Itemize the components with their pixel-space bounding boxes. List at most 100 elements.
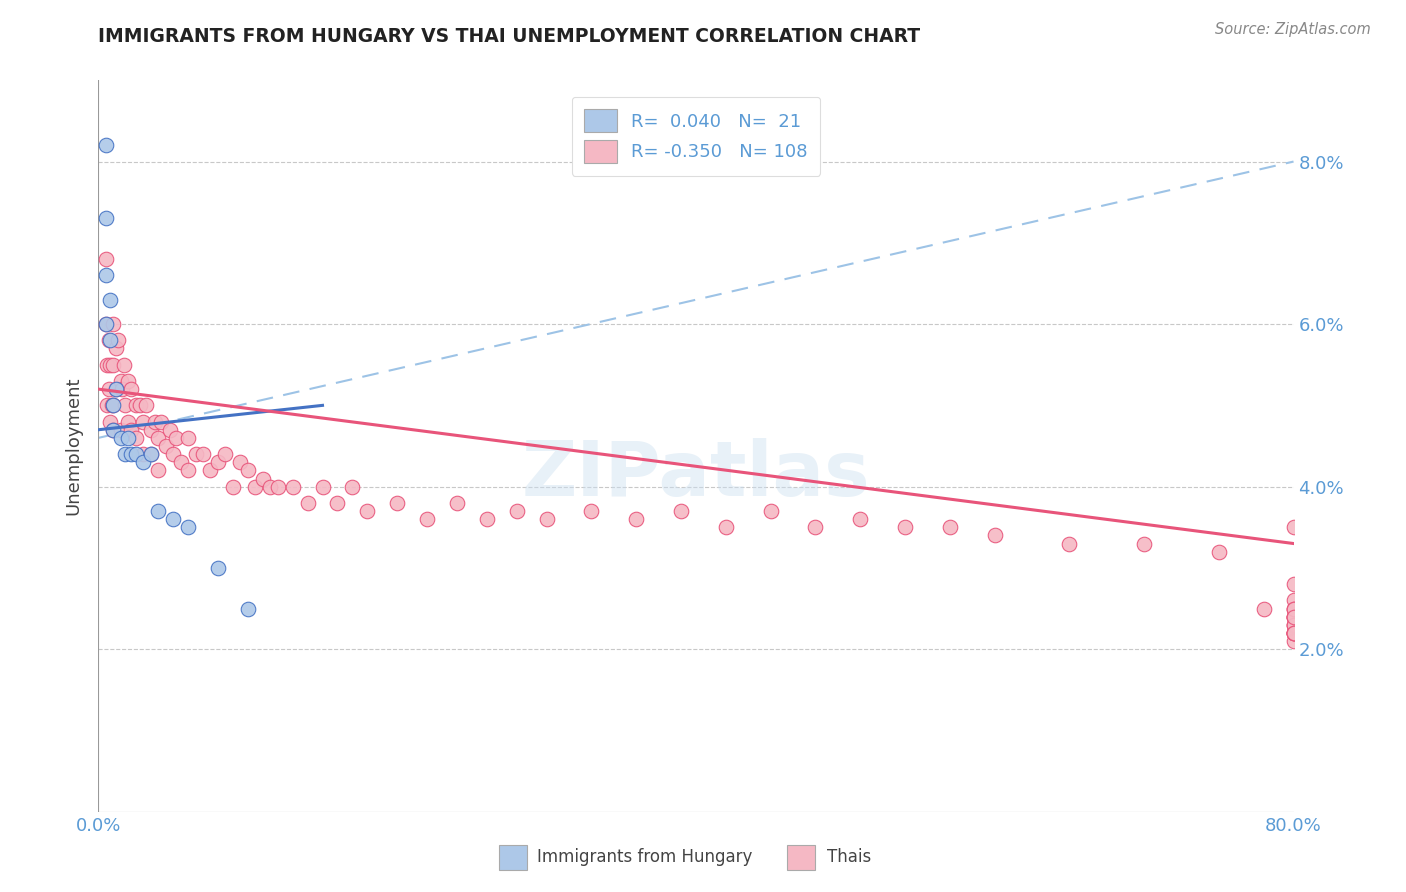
Point	[356, 504, 378, 518]
Point	[125, 431, 148, 445]
Point	[97, 382, 120, 396]
Point	[94, 252, 117, 266]
Point	[626, 512, 648, 526]
Point	[148, 504, 170, 518]
Point	[132, 455, 155, 469]
Point	[177, 520, 200, 534]
Point	[1282, 601, 1305, 615]
Point	[1282, 601, 1305, 615]
Point	[939, 520, 962, 534]
Point	[252, 471, 274, 485]
Point	[236, 601, 259, 615]
Point	[311, 480, 333, 494]
Point	[110, 374, 132, 388]
Point	[120, 423, 142, 437]
Point	[214, 447, 236, 461]
Point	[326, 496, 349, 510]
Point	[117, 415, 139, 429]
Point	[94, 138, 117, 153]
Point	[135, 398, 157, 412]
Point	[506, 504, 529, 518]
Point	[103, 398, 125, 412]
Point	[111, 382, 134, 396]
Y-axis label: Unemployment: Unemployment	[65, 376, 83, 516]
Point	[416, 512, 439, 526]
Point	[229, 455, 252, 469]
Point	[1253, 601, 1275, 615]
Point	[100, 334, 122, 348]
Point	[96, 398, 118, 412]
Point	[984, 528, 1007, 542]
Point	[139, 447, 162, 461]
Text: Source: ZipAtlas.com: Source: ZipAtlas.com	[1215, 22, 1371, 37]
Point	[165, 431, 187, 445]
Point	[200, 463, 222, 477]
Point	[1282, 617, 1305, 632]
Point	[1282, 634, 1305, 648]
Point	[1282, 520, 1305, 534]
Point	[1282, 617, 1305, 632]
Point	[110, 423, 132, 437]
Point	[191, 447, 214, 461]
Point	[150, 415, 173, 429]
Point	[129, 398, 152, 412]
Point	[162, 447, 184, 461]
Point	[94, 317, 117, 331]
Point	[281, 480, 304, 494]
Point	[1282, 626, 1305, 640]
Point	[112, 358, 135, 372]
Point	[1282, 626, 1305, 640]
Point	[101, 398, 124, 412]
Point	[97, 334, 120, 348]
Point	[297, 496, 319, 510]
Point	[1282, 609, 1305, 624]
Point	[143, 415, 166, 429]
Point	[132, 447, 155, 461]
Text: IMMIGRANTS FROM HUNGARY VS THAI UNEMPLOYMENT CORRELATION CHART: IMMIGRANTS FROM HUNGARY VS THAI UNEMPLOY…	[98, 27, 921, 45]
Point	[222, 480, 245, 494]
Point	[669, 504, 692, 518]
Point	[132, 415, 155, 429]
Point	[103, 358, 125, 372]
Point	[1282, 626, 1305, 640]
Point	[103, 423, 125, 437]
Text: ZIPatlas: ZIPatlas	[522, 438, 870, 512]
Point	[1282, 617, 1305, 632]
Point	[1282, 626, 1305, 640]
Point	[155, 439, 177, 453]
Point	[1208, 544, 1230, 558]
Point	[1282, 626, 1305, 640]
Point	[1282, 609, 1305, 624]
Text: Thais: Thais	[827, 848, 870, 866]
Point	[139, 423, 162, 437]
Point	[385, 496, 409, 510]
Point	[100, 415, 122, 429]
Point	[236, 463, 259, 477]
Point	[536, 512, 558, 526]
Point	[120, 447, 142, 461]
Point	[1282, 609, 1305, 624]
Point	[117, 431, 139, 445]
Point	[139, 447, 162, 461]
Point	[581, 504, 603, 518]
Point	[148, 431, 170, 445]
Point	[1282, 593, 1305, 607]
Point	[267, 480, 290, 494]
Point	[100, 293, 122, 307]
Point	[1282, 609, 1305, 624]
Point	[94, 317, 117, 331]
Point	[114, 447, 136, 461]
Point	[184, 447, 207, 461]
Point	[1282, 577, 1305, 591]
Point	[446, 496, 468, 510]
Point	[100, 358, 122, 372]
Point	[117, 374, 139, 388]
Point	[96, 358, 118, 372]
Point	[207, 561, 229, 575]
Point	[714, 520, 737, 534]
Point	[1059, 536, 1081, 550]
Point	[94, 211, 117, 226]
Point	[207, 455, 229, 469]
Point	[125, 398, 148, 412]
Point	[105, 342, 128, 356]
